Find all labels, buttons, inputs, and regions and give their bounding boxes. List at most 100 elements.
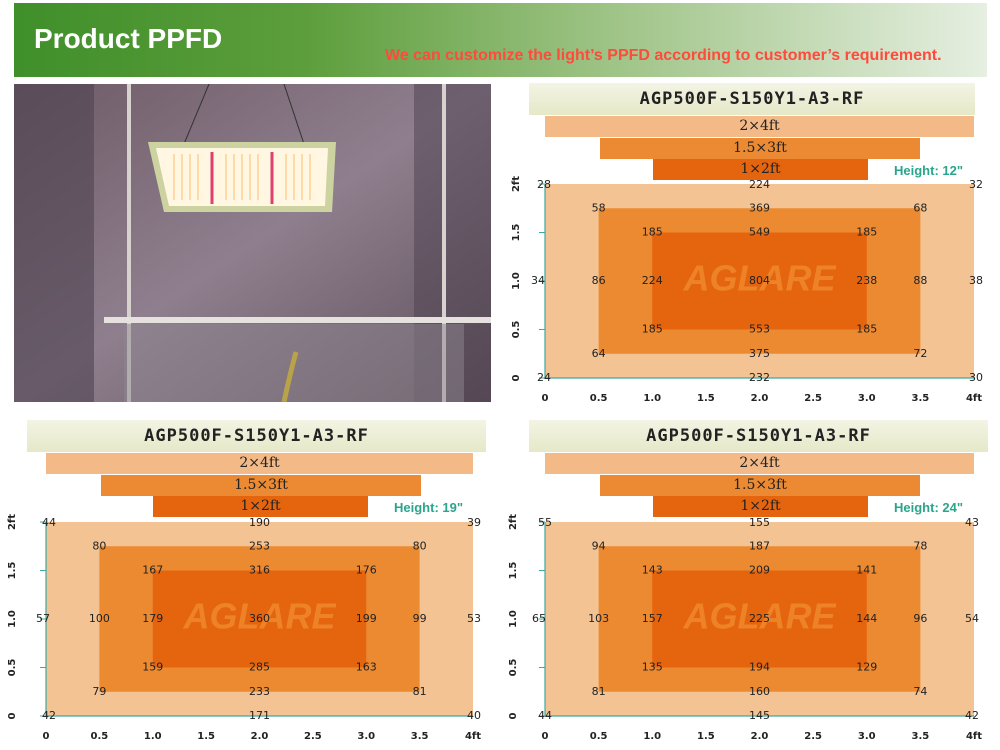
ppfd-value: 80 bbox=[413, 539, 427, 552]
y-tick-label: 2ft bbox=[511, 176, 522, 192]
ppfd-value: 42 bbox=[965, 709, 979, 722]
size-bar-2x4: 2×4ft bbox=[545, 116, 974, 137]
ppfd-value: 54 bbox=[965, 612, 979, 625]
ppfd-value: 553 bbox=[749, 323, 770, 336]
ppfd-value: 316 bbox=[249, 564, 270, 577]
ppfd-value: 72 bbox=[913, 347, 927, 360]
y-tick-label: 2ft bbox=[508, 514, 519, 530]
page-subtitle: We can customize the light’s PPFD accord… bbox=[385, 47, 942, 64]
height-label: Height: 19" bbox=[394, 500, 464, 515]
ppfd-value: 185 bbox=[642, 323, 663, 336]
x-tick-label: 2.5 bbox=[304, 731, 322, 742]
x-tick-label: 0 bbox=[542, 393, 549, 404]
ppfd-value: 375 bbox=[749, 347, 770, 360]
height-label: Height: 12" bbox=[894, 163, 964, 178]
x-tick-label: 2.5 bbox=[804, 731, 822, 742]
ppfd-value: 233 bbox=[249, 685, 270, 698]
ppfd-value: 253 bbox=[249, 539, 270, 552]
y-tick-label: 1.0 bbox=[508, 610, 519, 628]
x-tick-label: 1.0 bbox=[144, 731, 162, 742]
x-tick-label: 3.5 bbox=[912, 393, 930, 404]
ppfd-value: 185 bbox=[856, 323, 877, 336]
page-title: Product PPFD bbox=[34, 23, 223, 54]
zone-1x2 bbox=[652, 570, 867, 668]
y-tick-label: 0 bbox=[7, 712, 18, 719]
x-tick-label: 3.0 bbox=[858, 393, 876, 404]
ppfd-value: 167 bbox=[142, 564, 163, 577]
y-tick-label: 0.5 bbox=[508, 659, 519, 677]
ppfd-value: 81 bbox=[413, 685, 427, 698]
ppfd-value: 171 bbox=[249, 709, 270, 722]
ppfd-value: 96 bbox=[913, 612, 927, 625]
ppfd-value: 185 bbox=[642, 226, 663, 239]
size-bar-2x4: 2×4ft bbox=[46, 453, 473, 474]
ppfd-value: 39 bbox=[467, 516, 481, 529]
ppfd-value: 141 bbox=[856, 564, 877, 577]
x-tick-label: 3.5 bbox=[912, 731, 930, 742]
ppfd-value: 135 bbox=[642, 661, 663, 674]
ppfd-value: 804 bbox=[749, 274, 770, 287]
ppfd-value: 285 bbox=[249, 661, 270, 674]
x-tick-label: 1.5 bbox=[697, 731, 715, 742]
zone-1x2 bbox=[652, 232, 867, 330]
ppfd-value: 57 bbox=[36, 612, 50, 625]
ppfd-value: 163 bbox=[356, 661, 377, 674]
ppfd-value: 81 bbox=[592, 685, 606, 698]
ppfd-value: 68 bbox=[913, 201, 927, 214]
ppfd-value: 549 bbox=[749, 226, 770, 239]
x-tick-label: 0 bbox=[542, 731, 549, 742]
ppfd-value: 369 bbox=[749, 201, 770, 214]
ppfd-value: 24 bbox=[537, 371, 551, 384]
x-tick-label: 2.5 bbox=[804, 393, 822, 404]
model-title: AGP500F-S150Y1-A3-RF bbox=[529, 420, 988, 452]
ppfd-value: 224 bbox=[749, 178, 770, 191]
x-tick-label: 2.0 bbox=[751, 393, 769, 404]
x-tick-label: 4ft bbox=[966, 731, 982, 742]
y-tick-label: 1.0 bbox=[7, 610, 18, 628]
ppfd-value: 238 bbox=[856, 274, 877, 287]
ppfd-value: 155 bbox=[749, 516, 770, 529]
brand-watermark: AGLARE bbox=[683, 596, 837, 637]
ppfd-value: 199 bbox=[356, 612, 377, 625]
x-tick-label: 3.0 bbox=[357, 731, 375, 742]
ppfd-value: 209 bbox=[749, 564, 770, 577]
ppfd-value: 224 bbox=[642, 274, 663, 287]
ppfd-value: 360 bbox=[249, 612, 270, 625]
x-tick-label: 4ft bbox=[966, 393, 982, 404]
x-tick-label: 0.5 bbox=[91, 731, 109, 742]
size-bar-2x4: 2×4ft bbox=[545, 453, 974, 474]
ppfd-value: 44 bbox=[538, 709, 552, 722]
y-tick-label: 0.5 bbox=[511, 321, 522, 339]
ppfd-value: 53 bbox=[467, 612, 481, 625]
x-tick-label: 2.0 bbox=[251, 731, 269, 742]
ppfd-value: 58 bbox=[592, 201, 606, 214]
x-tick-label: 1.5 bbox=[697, 393, 715, 404]
y-tick-label: 1.5 bbox=[7, 562, 18, 580]
x-tick-label: 0.5 bbox=[590, 731, 608, 742]
ppfd-value: 42 bbox=[42, 709, 56, 722]
ppfd-value: 100 bbox=[89, 612, 110, 625]
x-tick-label: 4ft bbox=[465, 731, 481, 742]
ppfd-value: 88 bbox=[913, 274, 927, 287]
x-tick-label: 1.5 bbox=[197, 731, 215, 742]
y-tick-label: 0 bbox=[508, 712, 519, 719]
y-tick-label: 1.5 bbox=[508, 562, 519, 580]
zone-1x2 bbox=[152, 570, 367, 668]
model-title: AGP500F-S150Y1-A3-RF bbox=[529, 83, 975, 115]
ppfd-value: 194 bbox=[749, 661, 770, 674]
ppfd-value: 28 bbox=[537, 178, 551, 191]
ppfd-value: 40 bbox=[467, 709, 481, 722]
ppfd-value: 43 bbox=[965, 516, 979, 529]
ppfd-value: 99 bbox=[413, 612, 427, 625]
ppfd-value: 232 bbox=[749, 371, 770, 384]
ppfd-value: 30 bbox=[969, 371, 983, 384]
brand-watermark: AGLARE bbox=[683, 258, 837, 299]
ppfd-value: 160 bbox=[749, 685, 770, 698]
ppfd-value: 159 bbox=[142, 661, 163, 674]
brand-watermark: AGLARE bbox=[183, 596, 337, 637]
size-bar-1x2: 1×2ft bbox=[653, 496, 868, 517]
y-tick-label: 0.5 bbox=[7, 659, 18, 677]
ppfd-value: 86 bbox=[592, 274, 606, 287]
ppfd-value: 157 bbox=[642, 612, 663, 625]
